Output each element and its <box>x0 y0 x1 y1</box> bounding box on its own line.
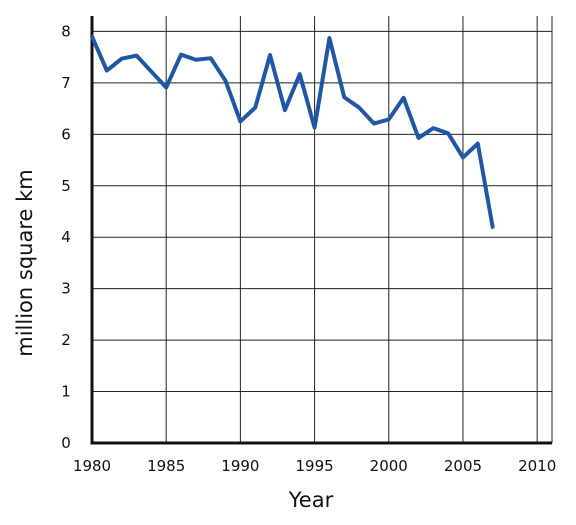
y-tick-label-4: 4 <box>61 228 71 246</box>
y-tick-label-7: 7 <box>61 74 71 92</box>
axes <box>90 16 552 445</box>
x-tick-label-2005: 2005 <box>444 457 482 475</box>
y-tick-label-0: 0 <box>61 434 71 452</box>
y-tick-label-2: 2 <box>61 331 71 349</box>
y-tick-label-3: 3 <box>61 280 71 298</box>
tick-labels: 0 1 2 3 4 5 6 7 8 1980 1985 1990 1995 2000 2005 2010 <box>61 22 556 475</box>
x-tick-label-2000: 2000 <box>370 457 408 475</box>
y-tick-label-5: 5 <box>61 177 71 195</box>
x-axis-title: Year <box>288 488 334 512</box>
x-tick-label-1990: 1990 <box>221 457 259 475</box>
y-tick-label-8: 8 <box>61 22 71 40</box>
grid <box>92 16 553 443</box>
x-tick-label-1980: 1980 <box>73 457 111 475</box>
series-layer <box>90 34 495 229</box>
x-tick-label-1985: 1985 <box>147 457 185 475</box>
series-line-0 <box>90 34 495 229</box>
y-axis-title: million square km <box>13 169 37 356</box>
x-tick-label-2010: 2010 <box>518 457 556 475</box>
y-tick-label-6: 6 <box>61 125 71 143</box>
x-tick-label-1995: 1995 <box>295 457 333 475</box>
y-tick-label-1: 1 <box>61 383 71 401</box>
